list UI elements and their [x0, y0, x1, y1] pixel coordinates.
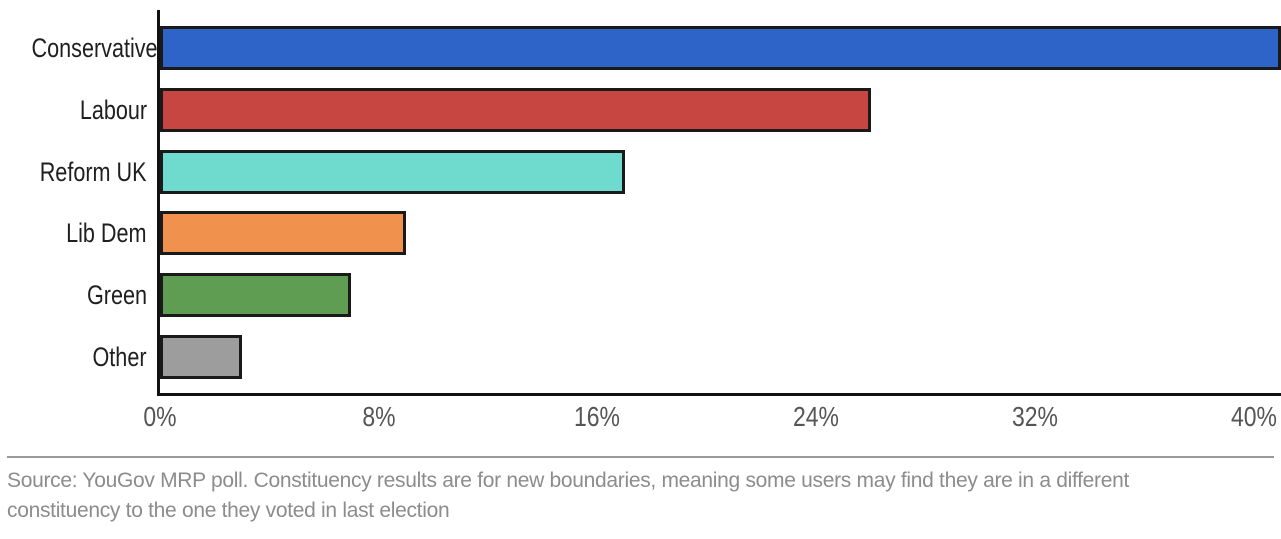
x-tick-label-40pct: 40% [1230, 401, 1277, 432]
bar-conservative [160, 26, 1281, 70]
category-label-reform-uk: Reform UK [40, 157, 147, 187]
bar-lib-dem [160, 211, 407, 255]
bar-labour [160, 88, 871, 132]
x-tick-label-8pct: 8% [362, 401, 396, 432]
category-label-conservative: Conservative [31, 33, 158, 63]
footer-divider [7, 456, 1274, 458]
bar-reform-uk [160, 150, 625, 194]
category-label-green: Green [86, 280, 147, 310]
x-tick-label-24pct: 24% [793, 401, 840, 432]
category-label-lib-dem: Lib Dem [66, 218, 147, 248]
bar-other [160, 335, 243, 379]
category-label-labour: Labour [79, 95, 147, 125]
category-label-other: Other [92, 342, 147, 372]
source-text-line-2: constituency to the one they voted in la… [7, 499, 450, 522]
x-axis-line [157, 393, 1281, 396]
x-tick-label-0pct: 0% [143, 401, 177, 432]
source-note: Source: YouGov MRP poll. Constituency re… [7, 466, 1267, 526]
plot-area [160, 10, 1281, 393]
source-text-line-1: Source: YouGov MRP poll. Constituency re… [7, 469, 1130, 492]
x-tick-label-32pct: 32% [1011, 401, 1058, 432]
bar-green [160, 273, 352, 317]
y-axis-line [157, 10, 160, 396]
x-axis-tick-labels: 0% 8% 16% 24% 32% 40% [143, 400, 1281, 434]
x-tick-label-16pct: 16% [574, 401, 621, 432]
